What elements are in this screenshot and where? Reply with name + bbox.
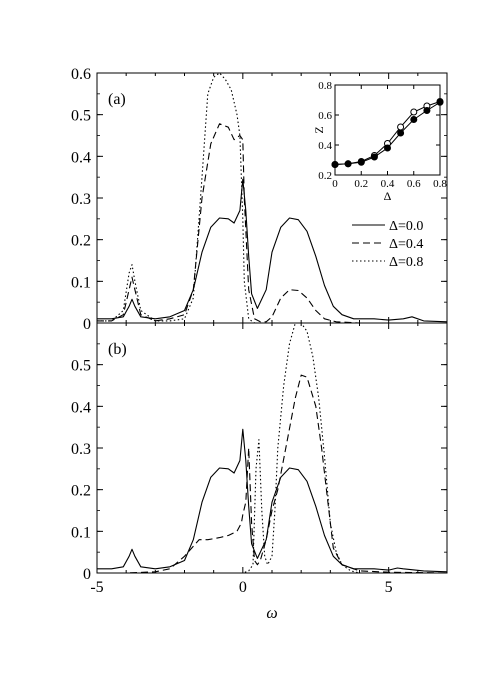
series-line <box>97 374 448 574</box>
y-tick-label: 0.3 <box>71 191 91 208</box>
inset-x-tick-label: 0.2 <box>354 178 368 190</box>
inset-point-open <box>397 123 405 131</box>
panel-b-series <box>97 322 448 574</box>
series-line <box>97 178 448 323</box>
y-tick-label: 0 <box>83 566 91 583</box>
x-tick-labels: -5 0 5 <box>90 579 392 596</box>
inset-point-filled <box>384 144 391 152</box>
inset-frame <box>334 84 441 176</box>
x-axis-label: ω <box>266 605 277 622</box>
y-tick-label: 0.1 <box>71 274 91 291</box>
inset-point-filled <box>331 161 339 168</box>
inset-chart: 0.20.40.60.80 0.2 0.4 0.6 0.8 Z Δ <box>312 80 447 203</box>
panel-b: 0 0.1 0.2 0.3 0.4 0.5 (b) <box>71 322 448 583</box>
legend: Δ=0.0 Δ=0.4 Δ=0.8 <box>352 219 423 270</box>
panel-a-series <box>97 72 448 324</box>
legend-label: Δ=0.0 <box>389 219 423 234</box>
inset-point-filled <box>436 98 444 106</box>
panel-a-label: (a) <box>108 91 126 108</box>
inset-point-filled <box>370 153 378 161</box>
inset-point-filled <box>410 116 418 123</box>
y-tick-label: 0.6 <box>71 66 91 83</box>
inset-y-tick-label: 0.4 <box>318 140 332 152</box>
inset-y-tick-label: 0.2 <box>318 170 332 182</box>
y-tick-label: 0.4 <box>71 399 91 416</box>
series-line <box>97 123 447 324</box>
legend-label: Δ=0.8 <box>389 255 423 270</box>
panel-b-x-axis <box>96 323 448 573</box>
panel-a: 0 0.1 0.2 0.3 0.4 0.5 0.6 (a) <box>71 66 448 333</box>
x-tick-label: -5 <box>90 579 103 596</box>
y-tick-label: 0.5 <box>71 358 91 375</box>
series-line <box>97 428 448 573</box>
x-tick-label: 5 <box>385 579 393 596</box>
panel-a-y-axis: 0 0.1 0.2 0.3 0.4 0.5 0.6 <box>71 66 447 333</box>
series-line <box>97 72 447 324</box>
panel-b-y-axis: 0 0.1 0.2 0.3 0.4 0.5 <box>71 322 447 583</box>
legend-label: Δ=0.4 <box>389 237 423 252</box>
y-tick-label: 0.2 <box>71 233 91 250</box>
y-tick-label: 0.1 <box>71 524 91 541</box>
inset-x-axis-label: Δ <box>384 189 392 203</box>
inset-y-tick-label: 0.8 <box>318 80 332 92</box>
inset-axes: 0.20.40.60.80 0.2 0.4 0.6 0.8 <box>318 80 447 190</box>
inset-series <box>331 98 444 168</box>
x-tick-label: 0 <box>239 579 247 596</box>
inset-x-tick-label: 0 <box>332 178 338 190</box>
inset-point-filled <box>344 160 352 168</box>
inset-point-filled <box>397 129 405 137</box>
inset-point-filled <box>423 107 431 114</box>
y-tick-label: 0.3 <box>71 441 91 458</box>
inset-x-tick-label: 0.4 <box>381 178 395 190</box>
y-tick-label: 0.4 <box>71 149 91 166</box>
inset-x-tick-label: 0.6 <box>407 178 421 190</box>
inset-y-axis-label: Z <box>312 126 326 133</box>
panel-b-label: (b) <box>108 341 127 358</box>
inset-y-tick-label: 0.6 <box>318 110 332 122</box>
y-tick-label: 0.2 <box>71 483 91 500</box>
inset-point-filled <box>357 158 365 166</box>
inset-x-tick-label: 0.8 <box>433 178 447 190</box>
y-tick-label: 0 <box>83 316 91 333</box>
inset-point-open <box>410 108 418 116</box>
series-line <box>97 322 447 574</box>
y-tick-label: 0.5 <box>71 108 91 125</box>
